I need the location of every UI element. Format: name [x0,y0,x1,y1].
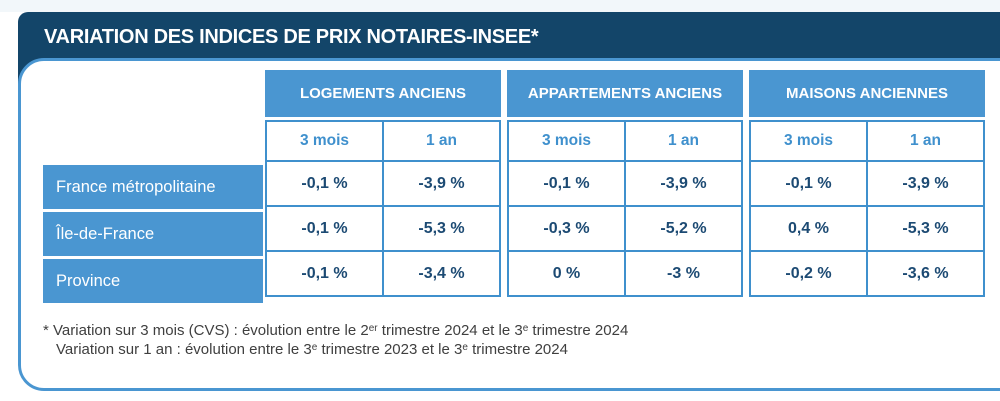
period-header: 1 an [866,120,985,162]
value-cell: -5,3 % [382,205,501,252]
value-cell: -0,1 % [749,160,868,207]
group-table-logements: 3 mois 1 an -0,1 % -3,9 % -0,1 % -5,3 % … [265,120,501,297]
footnote-superscript: er [368,323,378,334]
group-table-appartements: 3 mois 1 an -0,1 % -3,9 % -0,3 % -5,2 % … [507,120,743,297]
footnote-text: * Variation sur 3 mois (CVS) : évolution… [43,322,369,339]
footnote-text: trimestre 2024 [467,341,568,358]
footnote-text: trimestre 2024 et le 3 [377,322,523,339]
period-header: 3 mois [265,120,384,162]
value-cell: -0,1 % [265,205,384,252]
value-cell: 0,4 % [749,205,868,252]
group-header-maisons: MAISONS ANCIENNES [749,70,985,117]
footnote-text: trimestre 2024 [528,322,629,339]
row-label-ile-de-france: Île-de-France [43,212,263,256]
footnote-text: Variation sur 1 an : évolution entre le … [56,341,312,358]
footnote-line-1: * Variation sur 3 mois (CVS) : évolution… [43,321,628,340]
value-cell: -3,9 % [624,160,743,207]
group-header-logements: LOGEMENTS ANCIENS [265,70,501,117]
value-cell: -5,2 % [624,205,743,252]
column-group-appartements: APPARTEMENTS ANCIENS 3 mois 1 an -0,1 % … [507,70,743,297]
footnote-superscript: e [462,342,468,353]
column-group-maisons: MAISONS ANCIENNES 3 mois 1 an -0,1 % -3,… [749,70,985,297]
footnote: * Variation sur 3 mois (CVS) : évolution… [43,321,628,359]
background-strip [0,0,1000,12]
value-cell: -3,9 % [866,160,985,207]
footnote-line-2: Variation sur 1 an : évolution entre le … [43,340,628,359]
value-cell: -5,3 % [866,205,985,252]
value-cell: -0,3 % [507,205,626,252]
value-cell: -0,1 % [265,250,384,297]
period-header: 1 an [382,120,501,162]
row-label-province: Province [43,259,263,303]
period-header: 3 mois [507,120,626,162]
group-header-appartements: APPARTEMENTS ANCIENS [507,70,743,117]
table-card: LOGEMENTS ANCIENS 3 mois 1 an -0,1 % -3,… [18,58,1000,391]
period-header: 1 an [624,120,743,162]
row-label-france-metropolitaine: France métropolitaine [43,165,263,209]
period-header: 3 mois [749,120,868,162]
value-cell: -3,9 % [382,160,501,207]
value-cell: 0 % [507,250,626,297]
value-cell: -0,1 % [265,160,384,207]
table-columns-area: LOGEMENTS ANCIENS 3 mois 1 an -0,1 % -3,… [265,70,985,297]
column-group-logements: LOGEMENTS ANCIENS 3 mois 1 an -0,1 % -3,… [265,70,501,297]
page-title: VARIATION DES INDICES DE PRIX NOTAIRES-I… [44,26,539,48]
footnote-superscript: e [522,323,529,334]
value-cell: -0,1 % [507,160,626,207]
value-cell: -3 % [624,250,743,297]
value-cell: -3,6 % [866,250,985,297]
footnote-superscript: e [311,342,318,353]
group-table-maisons: 3 mois 1 an -0,1 % -3,9 % 0,4 % -5,3 % -… [749,120,985,297]
footnote-text: trimestre 2023 et le 3 [317,341,463,358]
value-cell: -3,4 % [382,250,501,297]
value-cell: -0,2 % [749,250,868,297]
